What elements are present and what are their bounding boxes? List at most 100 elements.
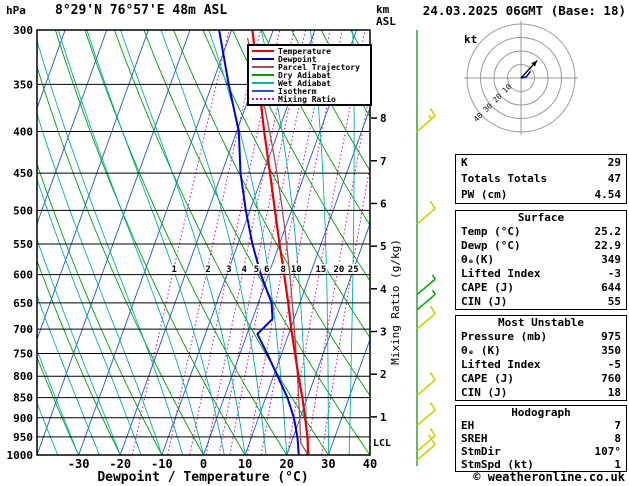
hodograph-ring-label: 40	[472, 111, 485, 124]
index-value: 18	[607, 386, 621, 399]
hodograph-box-title: Hodograph	[511, 406, 571, 419]
index-value: 55	[607, 295, 621, 308]
legend-swatch-isotherm	[252, 90, 274, 92]
index-row: StmSpd (kt) 1	[456, 458, 626, 471]
pressure-tick-label: 500	[13, 204, 33, 217]
legend-swatch-temperature	[252, 50, 274, 52]
index-value: 760	[601, 372, 621, 385]
pressure-tick-label: 350	[13, 78, 33, 91]
legend-item-wet-adiabat: Wet Adiabat	[249, 78, 370, 88]
km-tick-label: 4	[380, 283, 387, 296]
km-tick-label: 6	[380, 197, 387, 210]
hodograph-ring-label: 10	[500, 82, 513, 95]
index-value: 107°	[594, 445, 622, 458]
index-label: StmDir	[461, 445, 501, 458]
temp-tick-label: -20	[109, 457, 131, 471]
station-title: 8°29'N 76°57'E 48m ASL	[55, 3, 228, 18]
legend-swatch-mixing-ratio	[252, 98, 274, 100]
pressure-tick-label: 650	[13, 297, 33, 310]
legend-item-parcel: Parcel Trajectory	[249, 63, 370, 72]
dewpoint-curve	[218, 30, 300, 455]
index-row: CAPE (J) 760	[456, 372, 626, 386]
index-label: CAPE (J)	[461, 372, 514, 385]
mixing-ratio-value-label: 2	[205, 265, 210, 275]
index-row: Lifted Index -3	[456, 267, 626, 281]
surface-box: Surface Temp (°C) 25.2 Dewp (°C) 22.9 θₑ(K…	[455, 210, 627, 310]
index-label: K	[461, 156, 468, 169]
pressure-tick-label: 300	[13, 24, 33, 37]
index-row: θₑ (K) 350	[456, 344, 626, 358]
legend-item-dry-adiabat: Dry Adiabat	[249, 70, 370, 80]
index-value: 22.9	[594, 239, 622, 252]
index-value: 7	[614, 419, 621, 432]
index-value: 25.2	[594, 225, 622, 238]
legend-label: Temperature	[278, 46, 331, 56]
pressure-tick-label: 1000	[7, 449, 34, 462]
legend-item-mixing-ratio: Mixing Ratio	[249, 94, 370, 104]
temp-tick-label: -10	[151, 457, 173, 471]
most-unstable-box-title: Most Unstable	[497, 316, 585, 329]
legend-label: Mixing Ratio	[278, 94, 336, 104]
legend-label: Dewpoint	[278, 54, 317, 64]
hodograph-unit-label: kt	[464, 33, 477, 46]
index-label: Lifted Index	[461, 267, 541, 280]
index-row: Totals Totals 47	[456, 171, 626, 187]
mixing-ratio-value-label: 1	[171, 265, 176, 275]
km-unit-label: km	[376, 3, 390, 16]
index-label: CIN (J)	[461, 386, 508, 399]
km-tick-label: 7	[380, 155, 387, 168]
hodograph-trace	[520, 70, 532, 79]
index-value: 29	[607, 156, 621, 169]
mixing-ratio-axis-title: Mixing Ratio (g/kg)	[389, 239, 402, 365]
index-label: StmSpd (kt)	[461, 458, 534, 471]
temp-tick-label: 10	[238, 457, 252, 471]
axis-labels: hPa3003504004505005506006507007508008509…	[6, 3, 402, 485]
legend-label: Wet Adiabat	[278, 78, 331, 88]
x-axis-title: Dewpoint / Temperature (°C)	[97, 470, 308, 485]
legend-label: Isotherm	[278, 86, 317, 96]
index-label: CIN (J)	[461, 295, 508, 308]
index-value: 8	[614, 432, 621, 445]
index-value: 349	[601, 253, 621, 266]
legend-item-temperature: Temperature	[249, 46, 370, 56]
mixing-ratio-value-label: 6	[264, 265, 269, 275]
wind-barb-column	[416, 30, 436, 466]
temp-tick-label: 30	[321, 457, 335, 471]
mixing-ratio-value-label: 3	[226, 265, 231, 275]
index-value: -5	[607, 358, 621, 371]
km-tick-label: 1	[380, 411, 387, 424]
index-row: Temp (°C) 25.2	[456, 225, 626, 239]
index-value: 350	[601, 344, 621, 357]
index-value: 4.54	[594, 188, 622, 201]
copyright: © weatheronline.co.uk	[473, 470, 625, 484]
surface-box-title: Surface	[517, 211, 565, 224]
legend-label: Dry Adiabat	[278, 70, 331, 80]
index-value: 975	[601, 330, 621, 343]
pressure-tick-label: 450	[13, 167, 33, 180]
index-row: K 29	[456, 155, 626, 171]
sounding-curves	[218, 30, 310, 455]
mixing-ratio-value-label: 15	[315, 265, 326, 275]
parcel-trajectory-curve	[246, 37, 309, 455]
index-row: CIN (J) 18	[456, 386, 626, 400]
index-row: Dewp (°C) 22.9	[456, 239, 626, 253]
index-row: PW (cm) 4.54	[456, 187, 626, 203]
mixing-ratio-value-label: 10	[291, 265, 302, 275]
index-row: CAPE (J) 644	[456, 281, 626, 295]
index-row: θₑ(K) 349	[456, 253, 626, 267]
pressure-tick-label: 400	[13, 126, 33, 139]
km-tick-label: 5	[380, 240, 387, 253]
index-row: CIN (J) 55	[456, 295, 626, 309]
temperature-curve	[251, 30, 310, 455]
mixing-ratio-value-label: 25	[348, 265, 359, 275]
km-tick-label: 3	[380, 326, 387, 339]
temp-tick-label: 40	[363, 457, 377, 471]
index-label: θₑ(K)	[461, 253, 495, 266]
stability-indices-box: K 29 Totals Totals 47 PW (cm) 4.54	[455, 154, 627, 204]
lcl-label: LCL	[373, 438, 391, 449]
mixing-ratio-value-label: 4	[242, 265, 248, 275]
index-label: Pressure (mb)	[461, 330, 548, 343]
legend-item-isotherm: Isotherm	[249, 86, 370, 96]
